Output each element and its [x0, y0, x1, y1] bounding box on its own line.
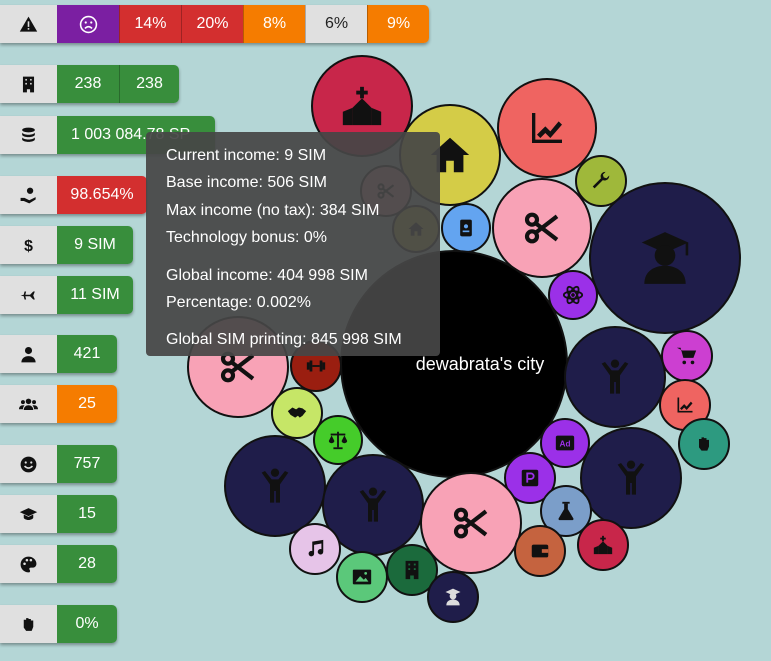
scissors-bubble-top[interactable]	[492, 178, 592, 278]
buildings-row: 238 238	[0, 65, 179, 103]
person-icon[interactable]	[0, 335, 57, 373]
protest-row: 0%	[0, 605, 117, 643]
church-bubble-small[interactable]	[577, 519, 629, 571]
fist-icon	[699, 437, 709, 451]
chart-line-icon	[677, 397, 693, 413]
flask-icon	[558, 501, 574, 521]
warning-icon[interactable]	[0, 5, 57, 43]
groups-value: 25	[57, 385, 117, 423]
church-icon	[593, 535, 613, 555]
culture-row: 28	[0, 545, 117, 583]
income-row: $ 9 SIM	[0, 226, 133, 264]
graduate-icon	[445, 588, 461, 606]
coins-icon[interactable]	[0, 116, 57, 154]
tooltip-current-income: Current income: 9 SIM	[166, 147, 327, 164]
money-row: 1 003 084.78 SP	[0, 116, 215, 154]
citizen-bubble-right[interactable]	[564, 326, 666, 428]
income-tooltip: Current income: 9 SIM Base income: 506 S…	[146, 132, 440, 356]
university-bubble[interactable]	[589, 182, 741, 334]
mood-percent-3: 8%	[243, 5, 305, 43]
mood-percent-2: 20%	[181, 5, 243, 43]
happiness-row: 757	[0, 445, 117, 483]
person-arms-up-icon	[261, 468, 289, 503]
flights-value: 11 SIM	[57, 276, 133, 314]
mood-percent-5: 9%	[367, 5, 429, 43]
music-note-icon	[308, 539, 324, 557]
building-icon	[405, 560, 419, 580]
parking-icon	[521, 469, 539, 487]
education-row: 15	[0, 495, 117, 533]
person-arms-up-icon	[601, 359, 629, 394]
plane-icon[interactable]	[0, 276, 57, 314]
id-badge-icon	[460, 219, 472, 237]
scales-icon	[328, 431, 348, 450]
graduate-icon	[641, 232, 689, 284]
graduation-cap-icon[interactable]	[0, 495, 57, 533]
science-bubble[interactable]	[548, 270, 598, 320]
scissors-bubble-bottom[interactable]	[420, 472, 522, 574]
tooltip-tech-bonus: Technology bonus: 0%	[166, 229, 327, 247]
image-icon	[352, 569, 372, 585]
population-value: 421	[57, 335, 117, 373]
groups-row: 25	[0, 385, 117, 423]
wallet-icon	[531, 544, 549, 558]
population-row: 421	[0, 335, 117, 373]
lab-bubble[interactable]	[540, 485, 592, 537]
building-icon[interactable]	[0, 65, 57, 103]
music-bubble[interactable]	[289, 523, 341, 575]
protest-value: 0%	[57, 605, 117, 643]
smile-icon[interactable]	[0, 445, 57, 483]
shopping-cart-icon	[676, 347, 697, 365]
bank-bubble[interactable]	[514, 525, 566, 577]
svg-text:Ad: Ad	[560, 440, 571, 449]
culture-value: 28	[57, 545, 117, 583]
shop-bubble[interactable]	[661, 330, 713, 382]
gallery-bubble[interactable]	[336, 551, 388, 603]
buildings-count: 238	[57, 65, 119, 103]
church-icon	[342, 86, 382, 126]
house-icon	[430, 137, 470, 173]
education-value: 15	[57, 495, 117, 533]
sad-face-icon	[79, 15, 97, 33]
citizen-bubble-far-right[interactable]	[580, 427, 682, 529]
fist-icon[interactable]	[0, 605, 57, 643]
citizen-bubble-left[interactable]	[224, 435, 326, 537]
dollar-icon[interactable]: $	[0, 226, 57, 264]
person-arms-up-icon	[617, 460, 645, 495]
wrench-icon	[592, 171, 610, 189]
tax-rate: 98.654%	[57, 176, 147, 214]
handshake-icon	[287, 407, 307, 418]
income-value: 9 SIM	[57, 226, 133, 264]
school-bubble[interactable]	[427, 571, 479, 623]
buildings-max: 238	[119, 65, 179, 103]
palette-icon[interactable]	[0, 545, 57, 583]
chart-line-icon	[532, 113, 562, 143]
tooltip-base-income: Base income: 506 SIM	[166, 174, 327, 192]
city-name-label: dewabrata's city	[415, 353, 545, 374]
tooltip-global-printing: Global SIM printing: 845 998 SIM	[166, 331, 402, 349]
person-arms-up-icon	[359, 487, 387, 522]
mood-distribution-row: 14% 20% 8% 6% 9%	[0, 5, 429, 43]
tax-row: 98.654%	[0, 176, 147, 214]
mood-percent-4: 6%	[305, 5, 367, 43]
scissors-icon	[220, 351, 255, 383]
mood-face-badge	[57, 5, 119, 43]
tooltip-global-income: Global income: 404 998 SIM	[166, 266, 368, 284]
tooltip-percentage: Percentage: 0.002%	[166, 293, 311, 311]
mood-percent-1: 14%	[119, 5, 181, 43]
group-icon[interactable]	[0, 385, 57, 423]
happiness-value: 757	[57, 445, 117, 483]
tooltip-max-income: Max income (no tax): 384 SIM	[166, 201, 380, 219]
ad-icon: Ad	[555, 435, 575, 451]
growth-chart-bubble[interactable]	[497, 78, 597, 178]
id-card-bubble[interactable]	[441, 203, 491, 253]
flights-row: 11 SIM	[0, 276, 133, 314]
scissors-icon	[453, 507, 488, 539]
scissors-icon	[524, 212, 559, 244]
svg-text:$: $	[24, 238, 33, 255]
atom-icon	[562, 285, 584, 305]
protest-bubble[interactable]	[678, 418, 730, 470]
hand-money-icon[interactable]	[0, 176, 57, 214]
dumbbell-icon	[306, 360, 326, 372]
